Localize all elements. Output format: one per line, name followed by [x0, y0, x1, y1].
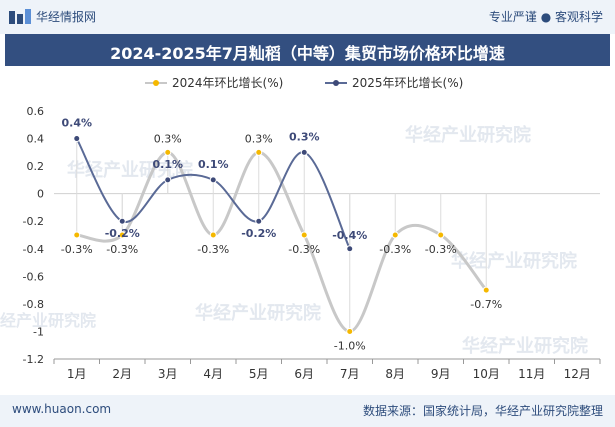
series-point — [73, 231, 81, 239]
x-tick-label: 1月 — [67, 367, 87, 381]
watermark-layer: 华经产业研究院华经产业研究院华经产业研究院华经产业研究院华经产业研究院华经产业研… — [0, 124, 588, 357]
series-point — [482, 286, 490, 294]
top-bar: 华经情报网 专业严谨 ● 客观科学 — [0, 0, 615, 34]
data-label: -0.7% — [470, 298, 502, 311]
series-point — [164, 148, 172, 156]
series-layer — [73, 135, 490, 335]
y-axis: 0.6 0.4 0.2 0 -0.2 -0.4 -0.6 -0.8 -1 -1.2 — [23, 105, 600, 366]
series-point — [164, 176, 172, 184]
legend-marker — [333, 80, 339, 86]
tagline: 专业严谨 ● 客观科学 — [488, 10, 603, 24]
title-bar: 2024-2025年7月籼稻（中等）集贸市场价格环比增速 — [5, 34, 610, 66]
data-label: 0.3% — [154, 132, 182, 145]
website-link[interactable]: www.huaon.com — [12, 402, 112, 416]
y-tick-label: 0 — [37, 188, 44, 201]
x-tick-label: 5月 — [249, 367, 269, 381]
data-label: -0.3% — [288, 243, 320, 256]
chart-title: 2024-2025年7月籼稻（中等）集贸市场价格环比增速 — [110, 44, 505, 63]
series-line — [76, 150, 488, 333]
legend-marker — [153, 80, 159, 86]
series-point — [118, 231, 126, 239]
data-label: 0.3% — [245, 132, 273, 145]
y-tick-label: -0.8 — [23, 298, 44, 311]
y-tick-label: -0.6 — [23, 270, 44, 283]
x-tick-label: 7月 — [340, 367, 360, 381]
x-tick-label: 3月 — [158, 367, 178, 381]
series-point — [255, 217, 263, 225]
x-tick-label: 9月 — [431, 367, 451, 381]
series-point — [300, 148, 308, 156]
x-tick-label: 6月 — [294, 367, 314, 381]
series-point — [73, 135, 81, 143]
drop-lines — [76, 138, 487, 332]
legend-label: 2025年环比增长(%) — [352, 76, 463, 90]
data-label: -0.3% — [425, 243, 457, 256]
data-label: 0.3% — [289, 130, 320, 143]
x-tick-label: 12月 — [564, 367, 591, 381]
watermark-text: 华经产业研究院 — [195, 302, 321, 324]
series-point — [118, 217, 126, 225]
data-labels: -0.3% -0.3% 0.3% -0.3% 0.3% -0.3% -1.0% -0.3% -0… — [61, 117, 502, 353]
watermark-text: 华经产业研究院 — [67, 159, 193, 181]
data-label: 0.1% — [152, 158, 183, 171]
data-label: -0.3% — [197, 243, 229, 256]
series-point — [255, 148, 263, 156]
huajing-logo-icon — [9, 9, 31, 24]
watermark-text: 华经产业研究院 — [451, 250, 577, 272]
x-tick-label: 11月 — [518, 367, 545, 381]
x-tick-label: 2月 — [112, 367, 132, 381]
data-label: -1.0% — [334, 339, 366, 352]
y-tick-label: -0.2 — [23, 215, 44, 228]
x-axis: 1月 2月 3月 4月 5月 6月 7月 8月 9月 10月 11月 12月 — [53, 358, 601, 381]
x-tick-label: 10月 — [473, 367, 500, 381]
y-tick-label: 0.6 — [27, 105, 45, 118]
brand-name: 华经情报网 — [36, 10, 97, 24]
data-label: 0.1% — [198, 158, 229, 171]
data-label: -0.4% — [332, 229, 367, 242]
series-point — [346, 245, 354, 253]
footer-bar: www.huaon.com 数据来源：国家统计局，华经产业研究院整理 — [0, 395, 615, 427]
series-point — [209, 231, 217, 239]
data-label: -0.3% — [61, 243, 93, 256]
x-tick-label: 4月 — [203, 367, 223, 381]
x-tick-label: 8月 — [385, 367, 405, 381]
watermark-text: 华经产业研究院 — [0, 311, 96, 330]
watermark-text: 华经产业研究院 — [405, 124, 531, 146]
data-source: 数据来源：国家统计局，华经产业研究院整理 — [362, 404, 603, 418]
series-point — [391, 231, 399, 239]
y-tick-label: 0.2 — [27, 160, 45, 173]
series-point — [346, 327, 354, 335]
watermark-text: 华经产业研究院 — [462, 335, 588, 357]
y-tick-label: 0.4 — [27, 133, 45, 146]
data-label: -0.2% — [105, 227, 140, 240]
data-label: -0.2% — [241, 227, 276, 240]
legend-label: 2024年环比增长(%) — [172, 76, 283, 90]
data-label: -0.3% — [106, 243, 138, 256]
y-tick-label: -0.4 — [23, 243, 44, 256]
series-point — [300, 231, 308, 239]
chart-legend: 2024年环比增长(%) 2025年环比增长(%) — [145, 76, 463, 90]
series-point — [209, 176, 217, 184]
y-tick-label: -1.2 — [23, 353, 44, 366]
series-point — [437, 231, 445, 239]
line-chart: 华经产业研究院华经产业研究院华经产业研究院华经产业研究院华经产业研究院华经产业研… — [0, 76, 601, 381]
data-label: 0.4% — [61, 117, 92, 130]
data-label: -0.3% — [379, 243, 411, 256]
y-tick-label: -1 — [33, 325, 44, 338]
